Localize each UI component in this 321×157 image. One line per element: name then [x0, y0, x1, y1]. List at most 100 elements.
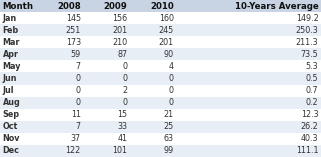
- Text: 26.2: 26.2: [301, 122, 318, 131]
- Bar: [83, 73, 130, 84]
- Bar: [37, 145, 83, 157]
- Text: 156: 156: [112, 14, 127, 23]
- Text: 5.3: 5.3: [306, 62, 318, 71]
- Text: Jun: Jun: [3, 74, 17, 83]
- Bar: [37, 48, 83, 60]
- Text: 250.3: 250.3: [296, 26, 318, 35]
- Text: 122: 122: [65, 146, 81, 155]
- Bar: [83, 121, 130, 133]
- Bar: [130, 24, 177, 36]
- Bar: [83, 133, 130, 145]
- Text: Aug: Aug: [3, 98, 20, 107]
- Text: 0: 0: [122, 62, 127, 71]
- Bar: [0, 0, 37, 12]
- Bar: [177, 36, 321, 48]
- Bar: [130, 145, 177, 157]
- Text: 0: 0: [169, 74, 174, 83]
- Bar: [37, 121, 83, 133]
- Text: 0: 0: [169, 98, 174, 107]
- Bar: [177, 73, 321, 84]
- Bar: [0, 133, 37, 145]
- Bar: [83, 24, 130, 36]
- Bar: [177, 109, 321, 121]
- Bar: [130, 121, 177, 133]
- Bar: [37, 24, 83, 36]
- Bar: [37, 73, 83, 84]
- Text: 210: 210: [112, 38, 127, 47]
- Text: 90: 90: [164, 50, 174, 59]
- Text: 11: 11: [71, 110, 81, 119]
- Bar: [83, 12, 130, 24]
- Text: 99: 99: [164, 146, 174, 155]
- Text: 160: 160: [159, 14, 174, 23]
- Bar: [37, 36, 83, 48]
- Text: Mar: Mar: [3, 38, 20, 47]
- Bar: [0, 73, 37, 84]
- Text: 15: 15: [117, 110, 127, 119]
- Bar: [37, 109, 83, 121]
- Bar: [177, 121, 321, 133]
- Bar: [0, 36, 37, 48]
- Bar: [0, 84, 37, 97]
- Text: 2010: 2010: [150, 2, 174, 11]
- Text: 63: 63: [164, 134, 174, 143]
- Text: 173: 173: [66, 38, 81, 47]
- Bar: [0, 48, 37, 60]
- Bar: [130, 73, 177, 84]
- Text: 101: 101: [112, 146, 127, 155]
- Bar: [130, 133, 177, 145]
- Bar: [0, 97, 37, 109]
- Bar: [0, 12, 37, 24]
- Bar: [37, 12, 83, 24]
- Text: 2008: 2008: [57, 2, 81, 11]
- Text: 7: 7: [76, 122, 81, 131]
- Bar: [83, 60, 130, 73]
- Text: 2: 2: [122, 86, 127, 95]
- Text: Jan: Jan: [3, 14, 17, 23]
- Bar: [130, 60, 177, 73]
- Bar: [130, 109, 177, 121]
- Bar: [177, 133, 321, 145]
- Bar: [83, 0, 130, 12]
- Text: 201: 201: [112, 26, 127, 35]
- Bar: [130, 48, 177, 60]
- Text: Feb: Feb: [3, 26, 19, 35]
- Bar: [37, 0, 83, 12]
- Bar: [83, 48, 130, 60]
- Text: 0: 0: [76, 74, 81, 83]
- Text: Apr: Apr: [3, 50, 19, 59]
- Bar: [130, 0, 177, 12]
- Bar: [83, 84, 130, 97]
- Text: 21: 21: [164, 110, 174, 119]
- Bar: [0, 60, 37, 73]
- Text: 87: 87: [117, 50, 127, 59]
- Bar: [37, 60, 83, 73]
- Text: Nov: Nov: [3, 134, 20, 143]
- Bar: [83, 36, 130, 48]
- Bar: [83, 109, 130, 121]
- Text: 111.1: 111.1: [296, 146, 318, 155]
- Text: Sep: Sep: [3, 110, 20, 119]
- Bar: [0, 109, 37, 121]
- Text: Dec: Dec: [3, 146, 20, 155]
- Text: Oct: Oct: [3, 122, 18, 131]
- Bar: [177, 24, 321, 36]
- Text: 0: 0: [169, 86, 174, 95]
- Bar: [130, 36, 177, 48]
- Text: 0: 0: [122, 98, 127, 107]
- Text: 0.2: 0.2: [306, 98, 318, 107]
- Bar: [177, 0, 321, 12]
- Text: 245: 245: [159, 26, 174, 35]
- Text: 37: 37: [71, 134, 81, 143]
- Bar: [130, 84, 177, 97]
- Bar: [83, 145, 130, 157]
- Bar: [37, 97, 83, 109]
- Bar: [130, 97, 177, 109]
- Text: 0: 0: [122, 74, 127, 83]
- Text: 145: 145: [66, 14, 81, 23]
- Text: May: May: [3, 62, 21, 71]
- Text: 0: 0: [76, 86, 81, 95]
- Bar: [177, 12, 321, 24]
- Text: 0: 0: [76, 98, 81, 107]
- Text: 4: 4: [169, 62, 174, 71]
